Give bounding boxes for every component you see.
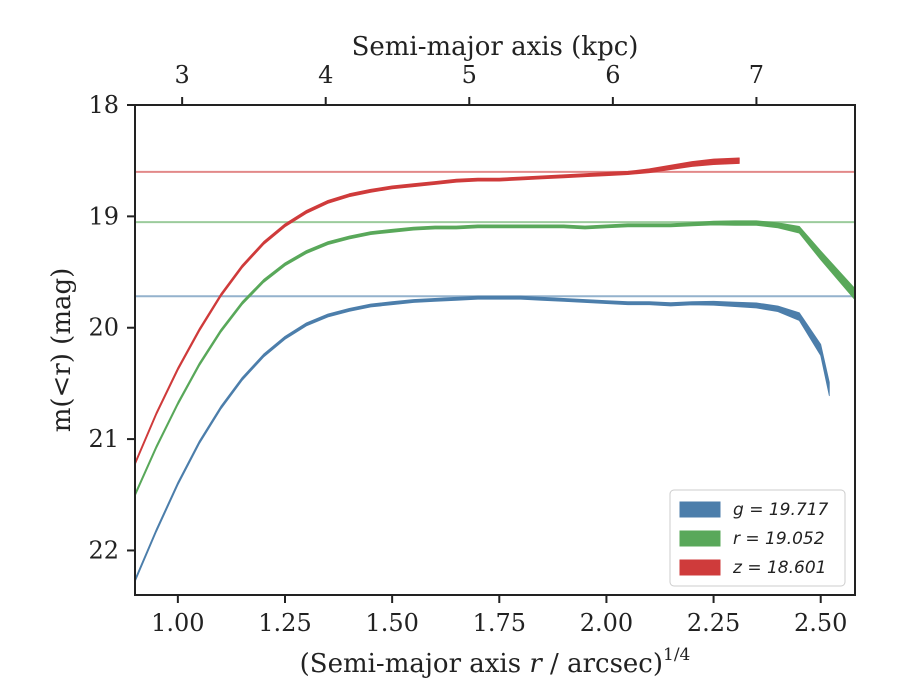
top-tick-label: 6 xyxy=(605,61,620,89)
y-axis-ticks: 18 19 20 21 22 xyxy=(88,91,135,564)
legend-label-g: g = 19.717 xyxy=(733,500,829,520)
y-tick-label: 18 xyxy=(88,91,119,119)
x-tick-label: 1.00 xyxy=(151,609,204,637)
top-tick-label: 4 xyxy=(318,61,333,89)
top-tick-label: 3 xyxy=(175,61,190,89)
x-tick-label: 2.50 xyxy=(794,609,847,637)
x-tick-label: 2.00 xyxy=(580,609,633,637)
top-tick-label: 7 xyxy=(749,61,764,89)
y-tick-label: 21 xyxy=(88,425,119,453)
legend-swatch-z xyxy=(679,559,721,576)
y-tick-label: 22 xyxy=(88,536,119,564)
x-tick-label: 1.25 xyxy=(258,609,311,637)
asymptote-lines xyxy=(135,170,855,298)
x-axis-title-sup: 1/4 xyxy=(663,645,690,665)
legend-label-r: r = 19.052 xyxy=(733,529,825,549)
top-axis-title: Semi-major axis (kpc) xyxy=(352,32,639,62)
x-tick-label: 2.25 xyxy=(687,609,740,637)
series-band-g xyxy=(134,295,830,583)
y-axis-title: m(<r) (mag) xyxy=(47,268,77,433)
top-axis-ticks: 3 4 5 6 7 xyxy=(175,61,764,105)
y-tick-label: 19 xyxy=(88,202,119,230)
plot-frame xyxy=(134,104,856,596)
legend-label-z: z = 18.601 xyxy=(732,558,826,578)
series-band-z xyxy=(134,157,740,466)
x-axis-title-suffix: / arcsec) xyxy=(542,649,663,679)
x-tick-label: 1.50 xyxy=(365,609,418,637)
legend: g = 19.717 r = 19.052 z = 18.601 xyxy=(669,489,846,587)
series-band-r xyxy=(134,220,856,497)
top-tick-label: 5 xyxy=(462,61,477,89)
y-tick-label: 20 xyxy=(88,314,119,342)
legend-swatch-g xyxy=(679,501,721,518)
x-axis-title: (Semi-major axis r / arcsec)1/4 xyxy=(300,645,691,679)
x-axis-ticks: 1.00 1.25 1.50 1.75 2.00 2.25 2.50 xyxy=(151,595,847,637)
x-axis-title-prefix: (Semi-major axis xyxy=(300,649,530,679)
legend-swatch-r xyxy=(679,530,721,547)
x-tick-label: 1.75 xyxy=(473,609,526,637)
x-axis-title-var: r xyxy=(529,649,543,679)
